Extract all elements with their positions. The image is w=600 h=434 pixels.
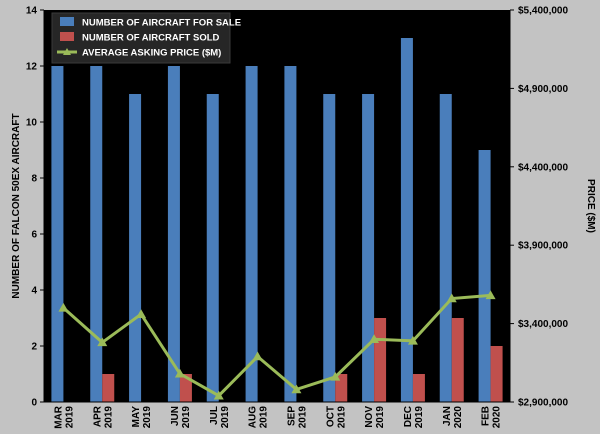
bar-sold — [490, 346, 503, 402]
price-point — [446, 293, 457, 303]
bar-for-sale — [323, 94, 336, 402]
y2-tick-label: $3,900,000 — [518, 241, 568, 252]
price-point — [252, 351, 263, 361]
bar-for-sale — [167, 66, 180, 402]
price-line — [62, 293, 491, 398]
x-tick-label: AUG2019 — [248, 406, 270, 429]
legend-label: AVERAGE ASKING PRICE ($M) — [82, 48, 221, 59]
y2-tick-label: $4,900,000 — [518, 84, 568, 95]
y-axis-title: NUMBER OF FALCON 50EX AIRCRAFT — [11, 113, 22, 298]
x-tick-label: DEC2019 — [403, 406, 425, 429]
y2-tick-label: $4,400,000 — [518, 162, 568, 173]
bar-for-sale — [129, 94, 142, 402]
x-tick-label: MAR2019 — [53, 405, 75, 429]
x-tick-label: JAN2020 — [442, 406, 464, 429]
bar-group — [51, 38, 503, 402]
x-tick-label: JUL2019 — [209, 406, 231, 429]
bar-for-sale — [245, 66, 258, 402]
bar-sold — [102, 374, 115, 402]
y-tick-label: 2 — [31, 342, 37, 353]
bar-sold — [335, 374, 348, 402]
price-point — [291, 384, 302, 394]
bar-for-sale — [51, 66, 64, 402]
legend-swatch — [60, 17, 74, 26]
y-tick-label: 14 — [26, 6, 38, 17]
y2-axis-title: PRICE ($M) — [585, 179, 596, 233]
y2-tick-label: $3,400,000 — [518, 319, 568, 330]
price-point — [407, 335, 418, 345]
price-point — [97, 337, 108, 347]
bar-for-sale — [478, 150, 491, 402]
bar-for-sale — [206, 94, 219, 402]
bar-for-sale — [439, 94, 452, 402]
line-group — [58, 290, 496, 400]
legend-swatch-marker — [63, 48, 71, 55]
bar-for-sale — [284, 66, 297, 402]
legend: NUMBER OF AIRCRAFT FOR SALE NUMBER OF AIR… — [51, 12, 241, 64]
x-tick-label: APR2019 — [92, 405, 114, 428]
bar-for-sale — [400, 38, 413, 402]
x-tick-label: MAY2019 — [131, 406, 153, 429]
bar-for-sale — [90, 66, 103, 402]
y-tick-label: 0 — [31, 398, 37, 409]
x-tick-label: OCT2019 — [325, 406, 347, 429]
legend-label: NUMBER OF AIRCRAFT SOLD — [82, 33, 220, 44]
y2-tick-label: $5,400,000 — [518, 6, 568, 17]
y-tick-label: 4 — [31, 286, 37, 297]
x-tick-label: FEB2020 — [481, 406, 503, 429]
x-tick-label: SEP2019 — [286, 406, 308, 429]
x-tick-label: JUN2019 — [170, 406, 192, 429]
y-tick-label: 10 — [26, 118, 38, 129]
y-tick-label: 12 — [26, 62, 38, 73]
bar-sold — [451, 318, 464, 402]
x-tick-label: NOV2019 — [364, 406, 386, 429]
bar-sold — [374, 318, 387, 402]
legend-box — [51, 12, 231, 64]
y-tick-label: 8 — [31, 174, 37, 185]
bar-sold — [179, 374, 192, 402]
legend-label: NUMBER OF AIRCRAFT FOR SALE — [82, 18, 241, 29]
price-point — [213, 390, 224, 400]
price-point — [330, 371, 341, 381]
price-point — [136, 309, 147, 318]
y2-tick-label: $2,900,000 — [518, 398, 568, 409]
price-point — [58, 302, 69, 312]
legend-swatch — [60, 32, 74, 41]
price-point — [369, 334, 380, 344]
axes: 0 2 4 6 8 10 12 14 $2,900,000 $3,400,000 $3,900,00… — [26, 6, 569, 429]
y-tick-label: 6 — [31, 230, 37, 241]
price-point — [485, 290, 496, 300]
plot-area — [44, 10, 510, 402]
price-point — [174, 368, 185, 378]
bar-for-sale — [362, 94, 375, 402]
bar-sold — [412, 374, 425, 402]
